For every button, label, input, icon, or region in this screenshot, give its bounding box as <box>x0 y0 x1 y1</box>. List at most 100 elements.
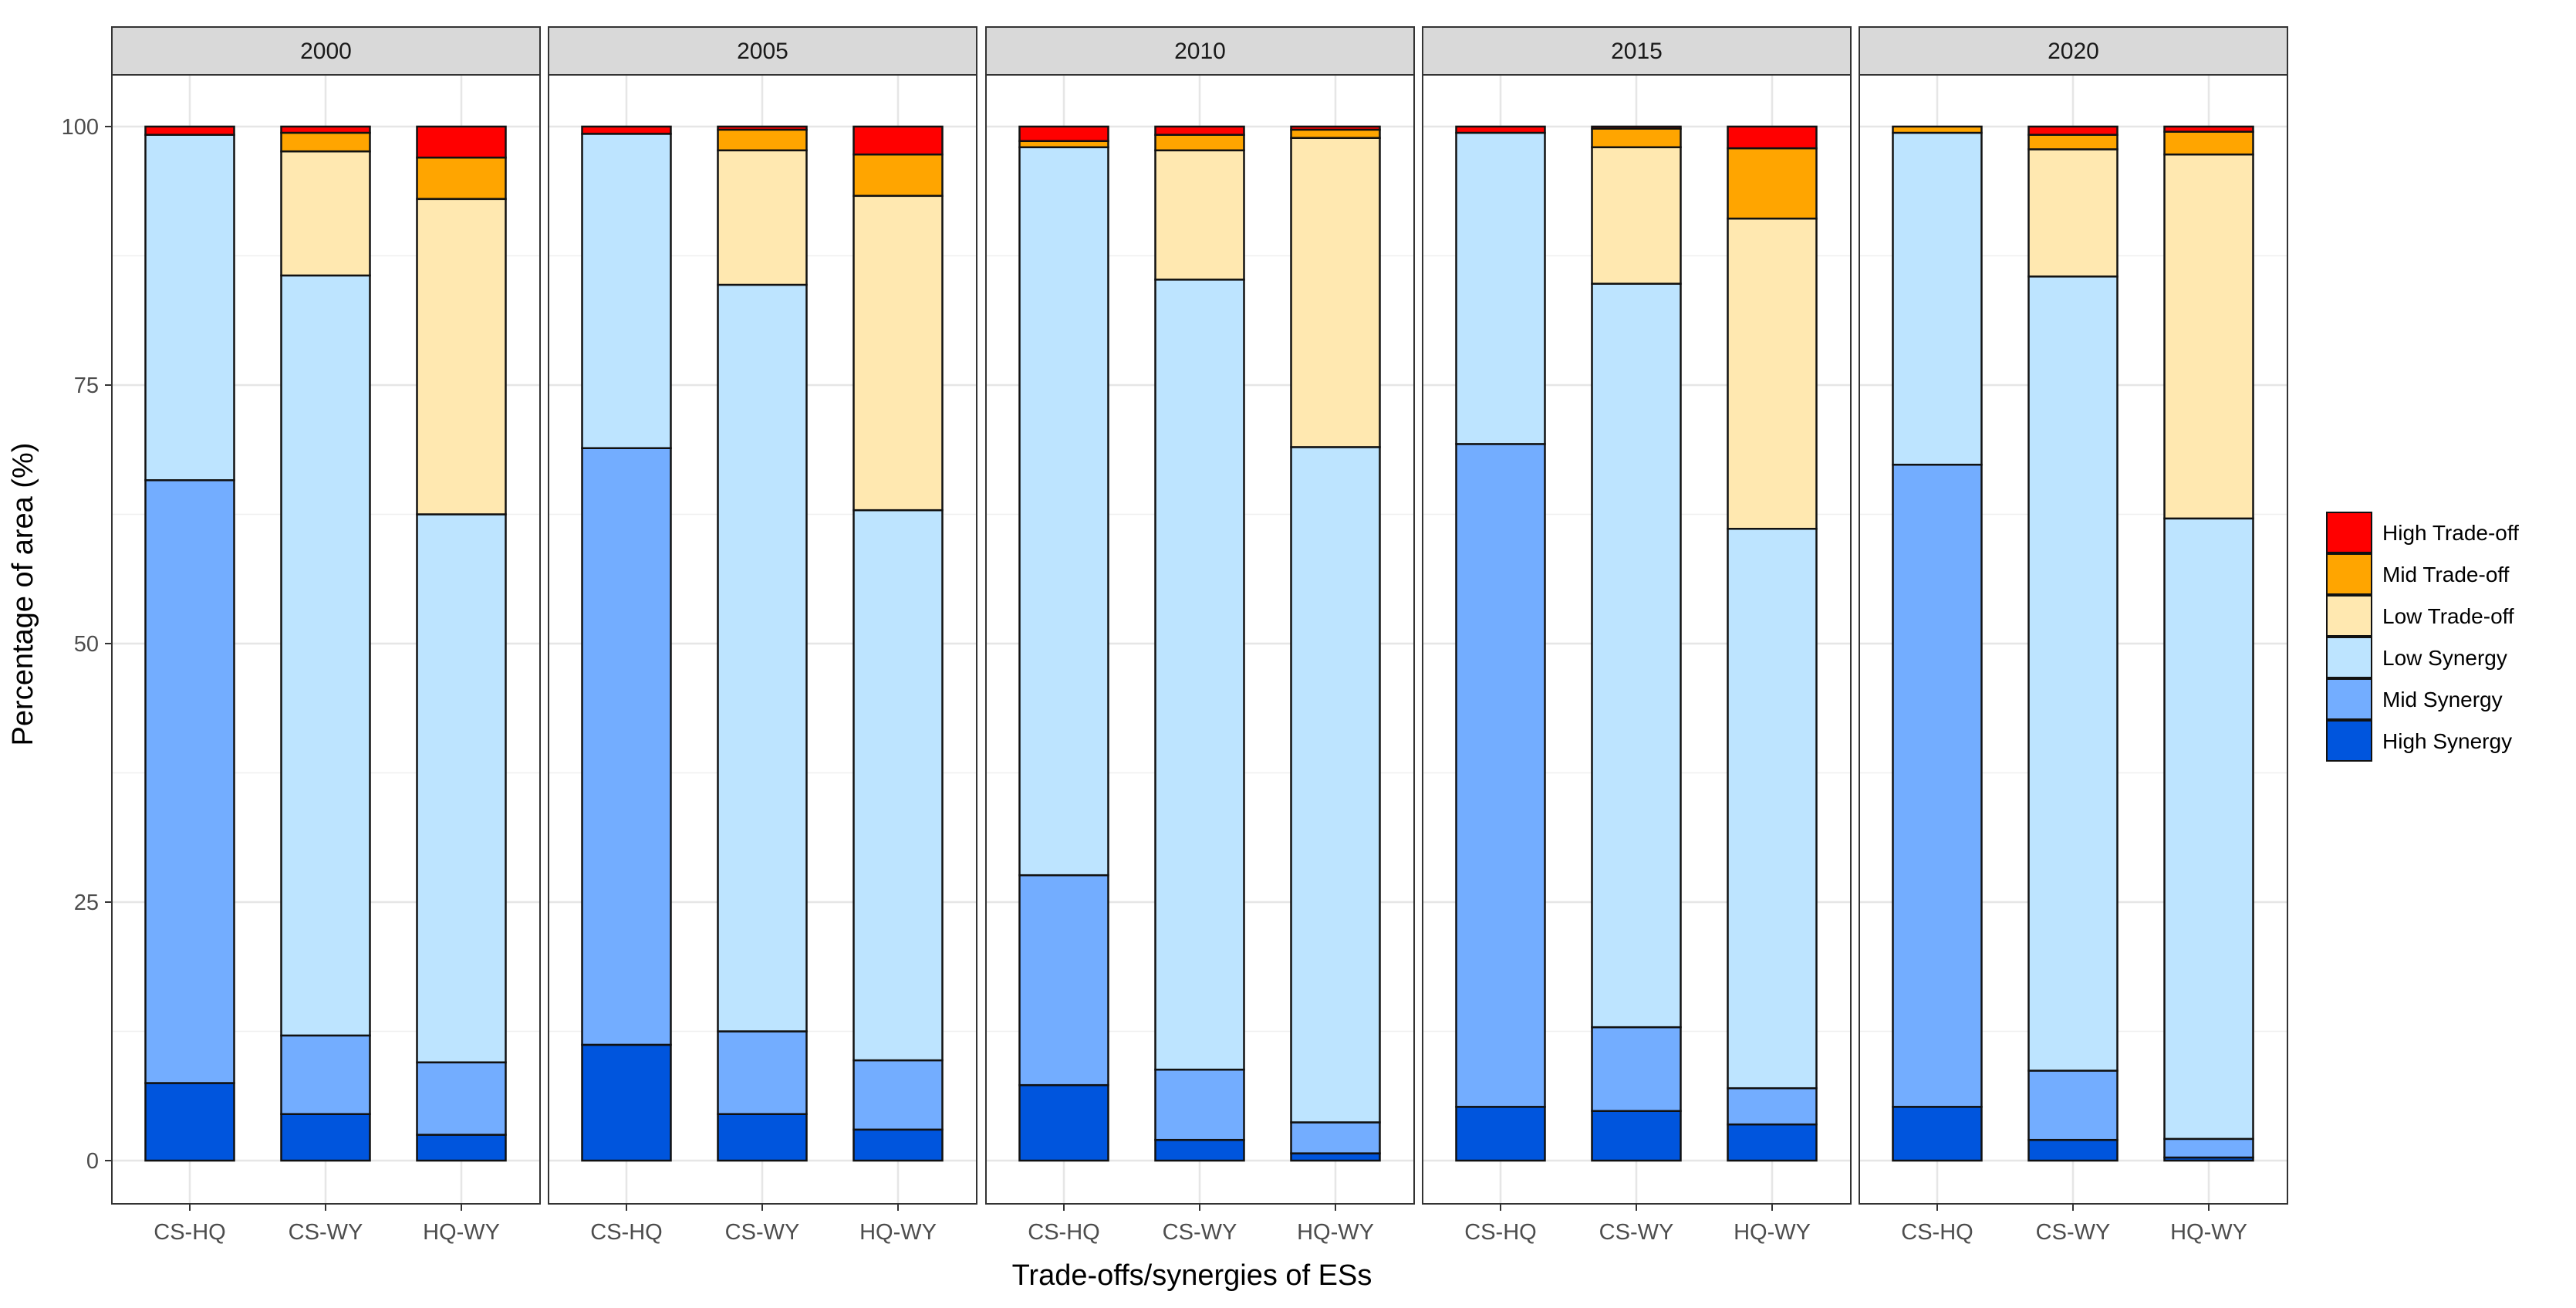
bar-segment-low-trade-off <box>2027 148 2119 278</box>
bar-segment-low-trade-off <box>2163 153 2254 520</box>
bar-segment-mid-synergy <box>1154 1068 1245 1141</box>
legend-label: High Synergy <box>2382 729 2512 753</box>
legend-label: High Trade-off <box>2382 521 2519 545</box>
bar-segment-high-synergy <box>581 1043 672 1162</box>
bar-segment-high-trade-off <box>2163 125 2254 133</box>
x-tick-label: CS-HQ <box>1028 1220 1099 1245</box>
bar-segment-mid-trade-off <box>416 156 507 201</box>
bar-segment-low-synergy <box>1591 282 1682 1029</box>
bar-segment-low-synergy <box>1892 131 1983 466</box>
bar-segment-mid-synergy <box>852 1059 944 1131</box>
bar-segment-high-synergy <box>852 1128 944 1162</box>
legend-item-low-synergy: Low Synergy <box>2326 637 2507 678</box>
bar-segment-high-trade-off <box>416 125 507 159</box>
bar-segment-high-synergy <box>2027 1138 2119 1162</box>
bar-segment-high-trade-off <box>1018 125 1109 143</box>
facet-strip <box>111 26 541 76</box>
x-tick-label: CS-WY <box>725 1220 800 1245</box>
x-tick-label: CS-WY <box>1163 1220 1237 1245</box>
bar-segment-mid-trade-off <box>852 153 944 198</box>
bar-segment-high-synergy <box>717 1113 808 1162</box>
bar-segment-high-trade-off <box>581 125 672 135</box>
bar-segment-high-trade-off <box>1455 125 1546 134</box>
y-tick-label: 25 <box>74 891 99 915</box>
bar-2005-CS-WY <box>717 125 808 1162</box>
legend-label: Low Trade-off <box>2382 604 2514 628</box>
bar-2015-CS-HQ <box>1455 125 1546 1162</box>
bar-segment-low-synergy <box>280 274 371 1037</box>
bar-2000-CS-WY <box>280 125 371 1162</box>
bar-segment-mid-trade-off <box>1290 128 1381 139</box>
bar-2010-HQ-WY <box>1290 125 1381 1162</box>
y-tick-label: 75 <box>74 373 99 398</box>
bar-segment-low-trade-off <box>717 149 808 286</box>
bar-segment-low-synergy <box>2027 275 2119 1072</box>
x-tick-label: HQ-WY <box>859 1220 937 1245</box>
bar-2010-CS-WY <box>1154 125 1245 1162</box>
bar-segment-mid-synergy <box>581 447 672 1046</box>
bar-2000-HQ-WY <box>416 125 507 1162</box>
legend-key <box>2326 720 2372 762</box>
panel-2010: 2010 CS-HQ CS-WY HQ-WY <box>985 26 1415 1245</box>
y-tick-label: 0 <box>86 1149 99 1174</box>
legend-key <box>2326 678 2372 720</box>
bar-segment-mid-synergy <box>1290 1121 1381 1154</box>
bar-segment-high-synergy <box>1290 1152 1381 1162</box>
facet-label: 2015 <box>1611 39 1663 64</box>
bar-segment-high-synergy <box>1455 1106 1546 1162</box>
bar-segment-low-synergy <box>1290 446 1381 1124</box>
bar-segment-mid-synergy <box>144 479 235 1084</box>
bar-segment-mid-trade-off <box>1591 127 1682 149</box>
bar-segment-high-trade-off <box>280 125 371 134</box>
bar-segment-low-synergy <box>416 513 507 1063</box>
bar-2020-CS-WY <box>2027 125 2119 1162</box>
bar-segment-high-synergy <box>1892 1106 1983 1162</box>
bar-segment-low-trade-off <box>1154 149 1245 281</box>
bar-2005-HQ-WY <box>852 125 944 1162</box>
bar-segment-high-trade-off <box>1727 125 1818 150</box>
y-tick-label: 50 <box>74 632 99 657</box>
bar-segment-low-trade-off <box>416 198 507 515</box>
legend: High Trade-off Mid Trade-off Low Trade-off… <box>2326 512 2519 762</box>
bar-segment-mid-synergy <box>717 1030 808 1115</box>
bar-segment-mid-trade-off <box>1154 134 1245 152</box>
x-axis-title: Trade-offs/synergies of ESs <box>1012 1259 1372 1292</box>
bar-segment-low-trade-off <box>280 150 371 277</box>
bar-segment-mid-synergy <box>1455 443 1546 1108</box>
bar-segment-high-trade-off <box>1290 125 1381 131</box>
bar-segment-low-synergy <box>852 509 944 1062</box>
bar-segment-mid-synergy <box>1892 463 1983 1108</box>
bar-segment-high-synergy <box>1018 1083 1109 1162</box>
bar-segment-low-trade-off <box>1591 146 1682 285</box>
bar-segment-high-synergy <box>1727 1123 1818 1162</box>
facet-strip <box>1422 26 1852 76</box>
legend-label: Low Synergy <box>2382 646 2507 670</box>
bar-segment-mid-synergy <box>280 1034 371 1115</box>
bar-segment-low-synergy <box>2163 517 2254 1141</box>
bar-2000-CS-HQ <box>144 125 235 1162</box>
bar-segment-mid-synergy <box>1727 1087 1818 1126</box>
panel-2005: 2005 CS-HQ CS-WY HQ-WY <box>548 26 977 1245</box>
facet-strip <box>548 26 977 76</box>
bar-2020-CS-HQ <box>1892 125 1983 1162</box>
x-tick-label: CS-HQ <box>154 1220 225 1245</box>
bar-segment-mid-trade-off <box>717 128 808 152</box>
legend-key <box>2326 512 2372 553</box>
legend-item-mid-trade-off: Mid Trade-off <box>2326 553 2510 595</box>
x-tick-label: HQ-WY <box>2170 1220 2247 1245</box>
bar-2005-CS-HQ <box>581 125 672 1162</box>
panel-2000: 2000 CS-HQ CS-WY HQ-WY <box>111 26 541 1245</box>
facet-label: 2000 <box>300 39 352 64</box>
bar-2015-CS-WY <box>1591 125 1682 1162</box>
bar-segment-high-trade-off <box>144 125 235 136</box>
x-tick-label: CS-HQ <box>1464 1220 1536 1245</box>
facet-strip <box>985 26 1415 76</box>
bar-segment-low-synergy <box>581 133 672 449</box>
legend-item-low-trade-off: Low Trade-off <box>2326 595 2514 637</box>
bar-segment-mid-trade-off <box>1892 125 1983 134</box>
bar-segment-mid-synergy <box>1591 1026 1682 1112</box>
facet-strip <box>1859 26 2288 76</box>
x-tick-label: CS-WY <box>1599 1220 1674 1245</box>
panel-2020: 2020 CS-HQ CS-WY HQ-WY <box>1859 26 2288 1245</box>
